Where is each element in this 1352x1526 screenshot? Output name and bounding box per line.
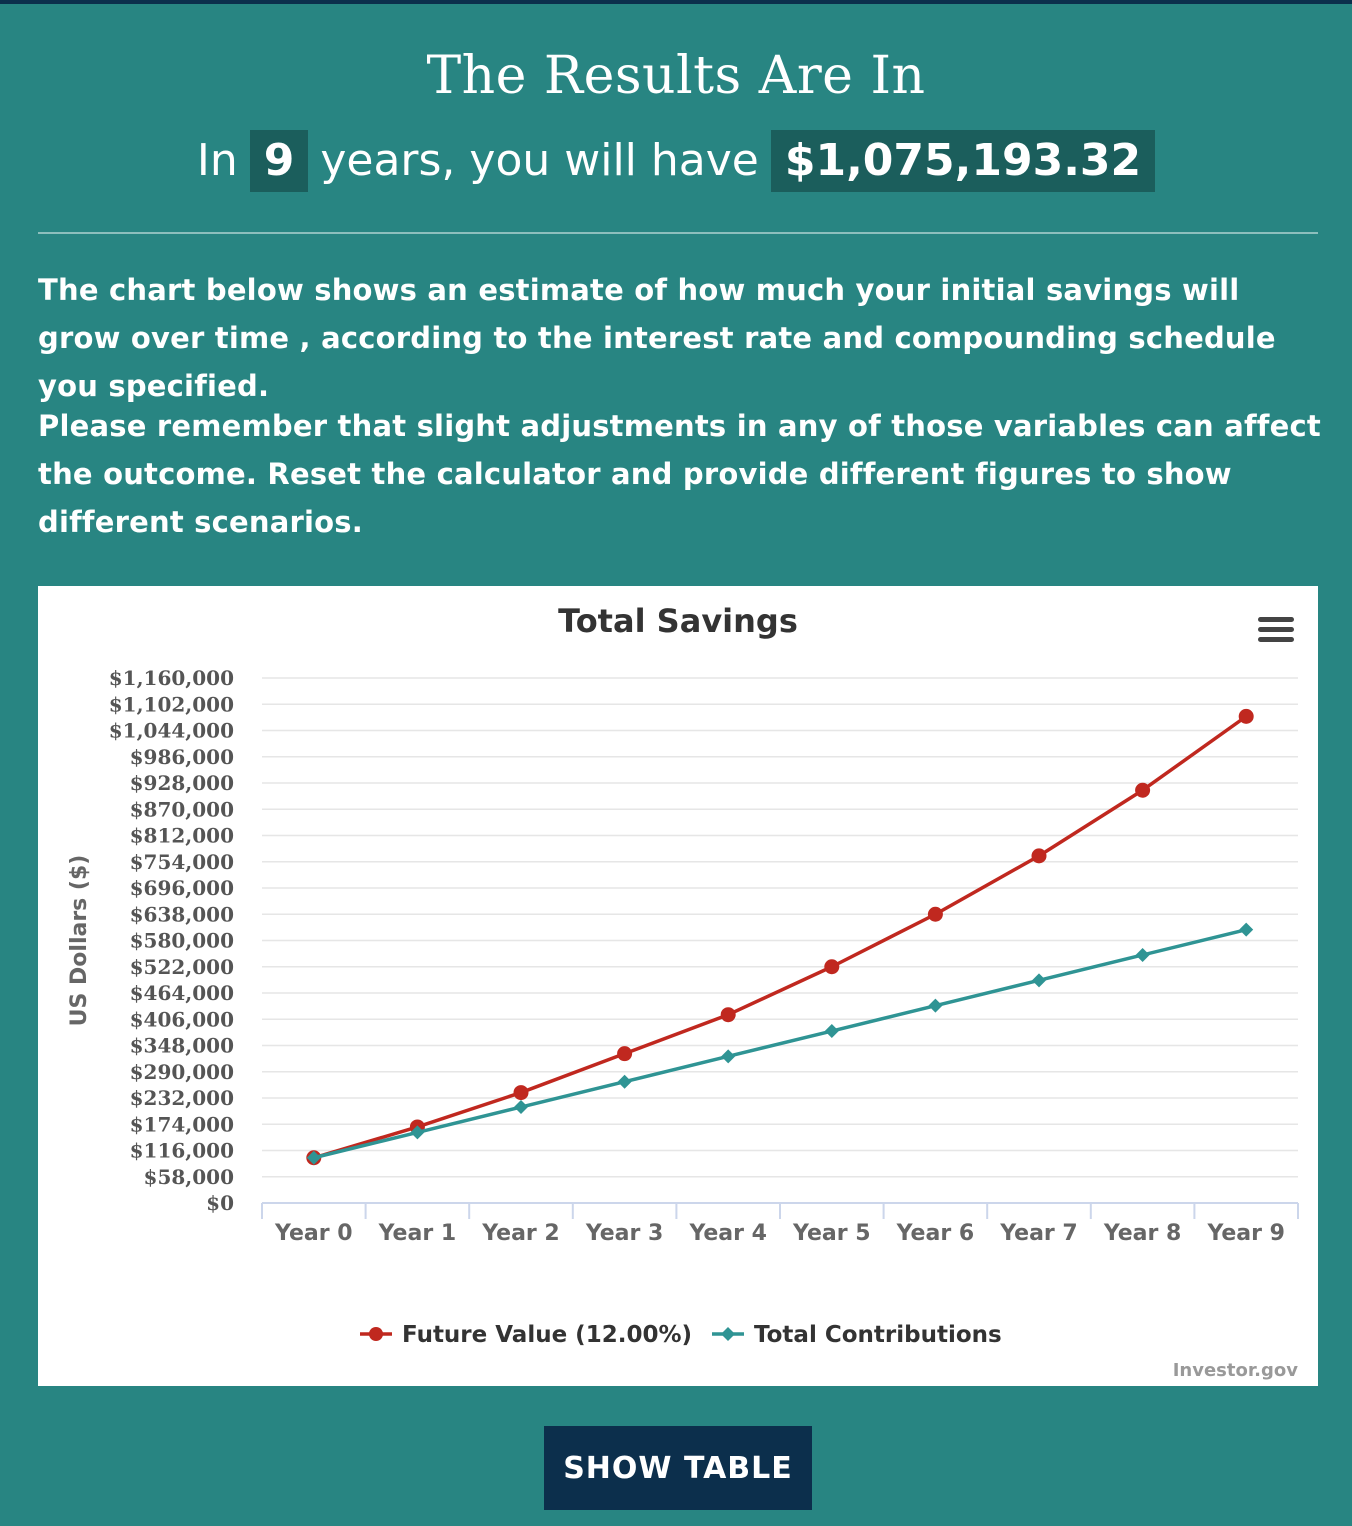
summary-prefix: In bbox=[196, 135, 238, 186]
data-point bbox=[514, 1100, 528, 1115]
x-tick-label: Year 6 bbox=[896, 1221, 975, 1246]
chart-container: Total Savings $0 $58,000 $116,000 $174,000 $2… bbox=[38, 586, 1318, 1386]
chart-credits: Investor.gov bbox=[1173, 1360, 1299, 1381]
data-point bbox=[824, 1024, 839, 1039]
y-tick-label: $348,000 bbox=[130, 1034, 234, 1058]
x-tick-label: Year 4 bbox=[688, 1221, 767, 1246]
divider bbox=[38, 232, 1318, 234]
y-tick-label: $812,000 bbox=[130, 824, 234, 848]
series-line-1 bbox=[313, 714, 1248, 1160]
data-point bbox=[927, 906, 943, 922]
data-point bbox=[1031, 848, 1047, 864]
data-point bbox=[617, 1046, 633, 1062]
data-point bbox=[1239, 922, 1254, 937]
data-point bbox=[720, 1007, 736, 1023]
y-tick-label: $580,000 bbox=[130, 929, 234, 953]
chart-title: Total Savings bbox=[558, 602, 798, 640]
x-tick-label: Year 9 bbox=[1206, 1221, 1285, 1246]
y-tick-label: $174,000 bbox=[130, 1112, 234, 1136]
legend-label: Total Contributions bbox=[754, 1322, 1002, 1348]
x-tick-label: Year 5 bbox=[792, 1221, 871, 1246]
y-tick-label: $870,000 bbox=[130, 797, 234, 821]
results-summary: In 9 years, you will have $1,075,193.32 bbox=[0, 130, 1352, 192]
y-tick-label: $638,000 bbox=[130, 902, 234, 926]
data-point bbox=[617, 1074, 632, 1089]
top-bar bbox=[0, 0, 1352, 4]
total-savings-chart: Total Savings$0$58,000$116,000$174,000$2… bbox=[67, 602, 1299, 1381]
data-point bbox=[1135, 782, 1151, 798]
page-title: The Results Are In bbox=[426, 46, 926, 106]
y-tick-label: $1,160,000 bbox=[109, 666, 234, 690]
data-point bbox=[928, 998, 943, 1013]
y-tick-label: $0 bbox=[206, 1191, 234, 1215]
future-amount-value: $1,075,193.32 bbox=[770, 130, 1156, 192]
legend-label: Future Value (12.00%) bbox=[402, 1322, 692, 1348]
chart-menu-icon[interactable] bbox=[1256, 612, 1296, 646]
x-tick-label: Year 8 bbox=[1103, 1221, 1182, 1246]
y-tick-label: $1,044,000 bbox=[109, 719, 234, 743]
y-tick-label: $986,000 bbox=[130, 745, 234, 769]
y-tick-label: $696,000 bbox=[130, 876, 234, 900]
x-tick-label: Year 1 bbox=[378, 1221, 457, 1246]
y-tick-label: $290,000 bbox=[130, 1060, 234, 1084]
show-table-button[interactable]: SHOW TABLE bbox=[544, 1426, 812, 1510]
legend-marker bbox=[369, 1327, 383, 1341]
description-paragraph-1: The chart below shows an estimate of how… bbox=[38, 273, 1276, 403]
x-tick-label: Year 2 bbox=[481, 1221, 560, 1246]
y-tick-label: $928,000 bbox=[130, 771, 234, 795]
y-tick-label: $464,000 bbox=[130, 981, 234, 1005]
description-paragraph-2: Please remember that slight adjustments … bbox=[38, 409, 1321, 539]
x-tick-label: Year 0 bbox=[274, 1221, 353, 1246]
summary-middle: years, you will have bbox=[320, 135, 759, 186]
y-tick-label: $58,000 bbox=[144, 1165, 234, 1189]
series-line-2 bbox=[313, 927, 1247, 1160]
data-point bbox=[306, 1150, 321, 1165]
y-tick-label: $406,000 bbox=[130, 1007, 234, 1031]
y-axis-title: US Dollars ($) bbox=[67, 855, 92, 1027]
data-point bbox=[824, 959, 840, 975]
data-point bbox=[513, 1085, 529, 1101]
x-tick-label: Year 7 bbox=[999, 1221, 1078, 1246]
y-tick-label: $116,000 bbox=[130, 1139, 234, 1163]
data-point bbox=[721, 1049, 736, 1064]
y-tick-label: $522,000 bbox=[130, 955, 234, 979]
y-tick-label: $232,000 bbox=[130, 1086, 234, 1110]
legend-marker bbox=[721, 1327, 735, 1341]
data-point bbox=[1032, 973, 1046, 988]
data-point bbox=[1135, 947, 1150, 962]
years-value: 9 bbox=[249, 130, 309, 192]
data-point bbox=[410, 1125, 425, 1140]
data-point bbox=[1238, 708, 1254, 724]
y-tick-label: $754,000 bbox=[130, 850, 234, 874]
x-tick-label: Year 3 bbox=[585, 1221, 664, 1246]
y-tick-label: $1,102,000 bbox=[109, 692, 234, 716]
